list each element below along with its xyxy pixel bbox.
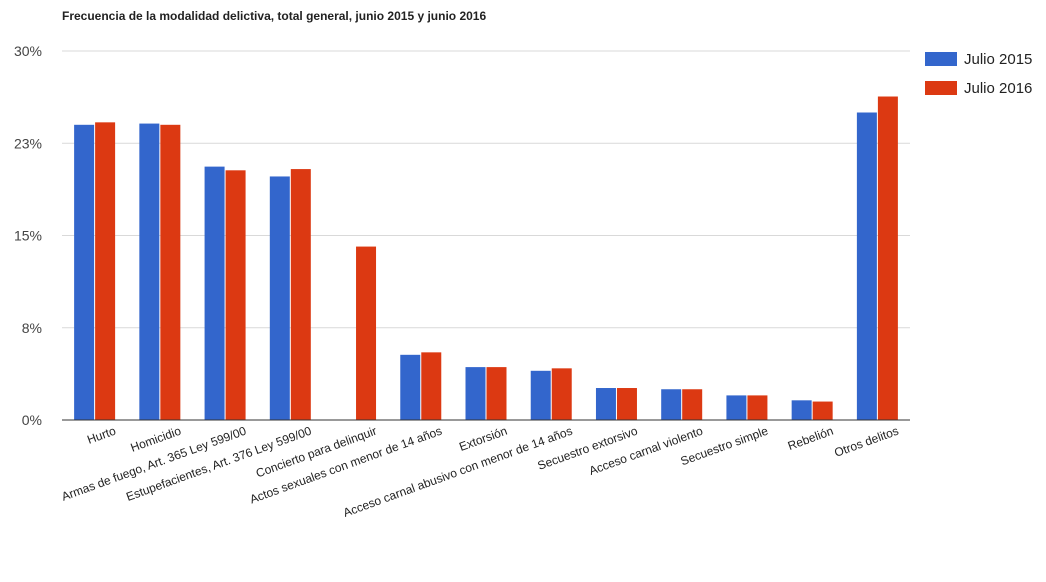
legend-label: Julio 2016 [964,80,1032,97]
x-tick-label: Hurto [85,424,118,447]
bar[interactable] [682,389,703,420]
bar[interactable] [877,96,898,420]
x-tick-label: Otros delitos [832,424,900,460]
legend[interactable]: Julio 2015 Julio 2016 [925,51,1032,97]
bar[interactable] [139,123,160,420]
x-tick-label: Rebelión [786,424,835,453]
bar[interactable] [661,389,682,420]
chart-title: Frecuencia de la modalidad delictiva, to… [62,9,487,23]
bar[interactable] [530,370,551,420]
bar[interactable] [726,395,747,420]
bar[interactable] [400,354,421,420]
gridlines [62,50,910,329]
bar[interactable] [551,368,572,420]
bar[interactable] [465,367,486,420]
y-tick-label: 30% [14,43,42,59]
y-tick-label: 15% [14,228,42,244]
bar[interactable] [856,112,877,421]
y-axis-ticks: 0% 8% 15% 23% 30% [14,43,42,428]
bar[interactable] [95,122,116,420]
bar[interactable] [204,166,225,420]
legend-swatch [925,81,957,95]
x-tick-label: Acceso carnal violento [587,424,705,478]
y-tick-label: 23% [14,135,42,151]
bar[interactable] [747,395,768,420]
bar[interactable] [160,124,181,421]
bar[interactable] [290,169,311,420]
bar[interactable] [225,170,246,420]
bar[interactable] [486,367,507,420]
bar[interactable] [74,124,95,421]
bar[interactable] [595,388,616,420]
y-tick-label: 0% [22,412,42,428]
bar[interactable] [791,400,812,420]
bar[interactable] [269,176,290,420]
y-tick-label: 8% [22,320,42,336]
bar[interactable] [356,246,377,420]
bar[interactable] [421,352,442,420]
legend-label: Julio 2015 [964,51,1032,68]
legend-swatch [925,52,957,66]
bar[interactable] [616,388,637,420]
bars [74,96,898,421]
bar[interactable] [812,401,833,420]
